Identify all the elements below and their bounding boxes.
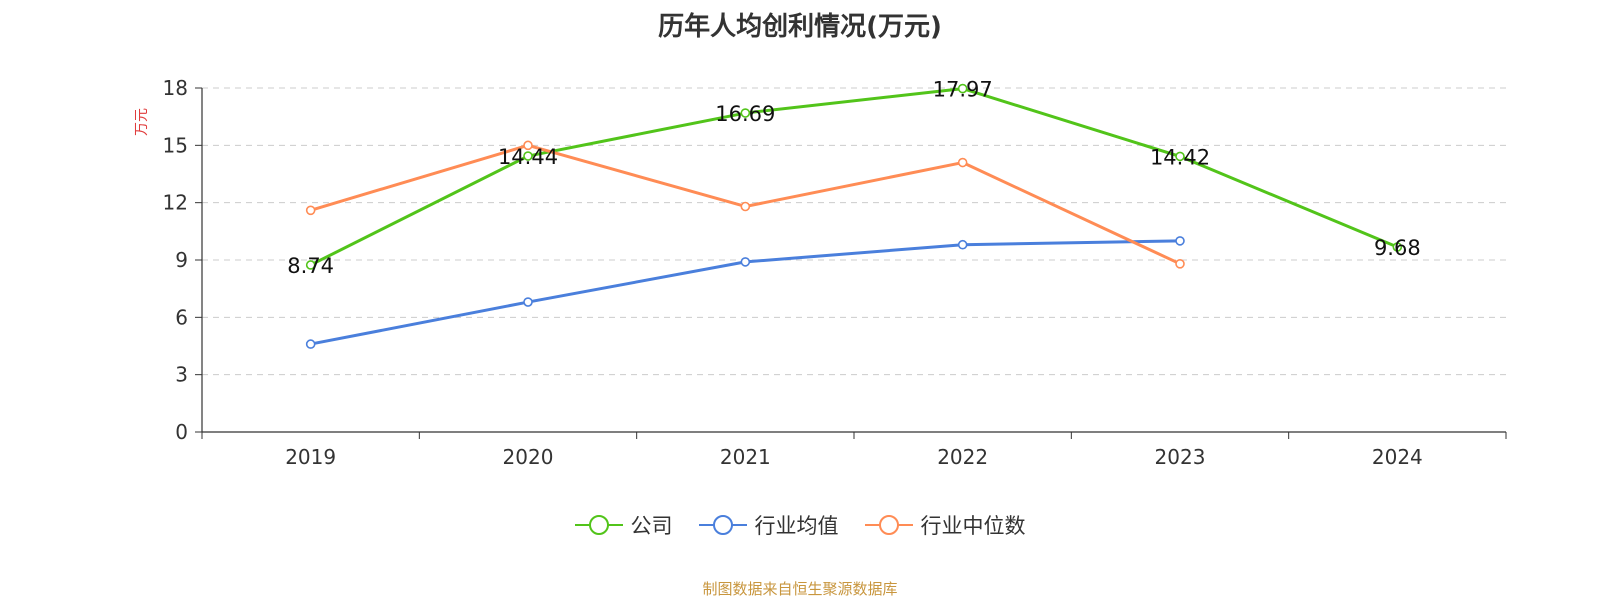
y-tick-label: 6 bbox=[175, 305, 188, 329]
data-labels: 8.74 14.44 16.69 17.97 14.42 9.68 bbox=[287, 78, 1420, 278]
data-point bbox=[1175, 259, 1185, 269]
x-tick-label: 2022 bbox=[937, 445, 988, 469]
x-tick-label: 2024 bbox=[1372, 445, 1423, 469]
data-label: 8.74 bbox=[287, 254, 334, 278]
grid-lines bbox=[202, 87, 1506, 376]
legend-line-circle-icon bbox=[864, 515, 913, 535]
series-line bbox=[310, 239, 1181, 346]
data-point bbox=[1175, 151, 1185, 162]
data-point bbox=[305, 205, 316, 216]
y-tick-label: 0 bbox=[175, 420, 188, 444]
data-label: 14.42 bbox=[1150, 145, 1210, 169]
source-note: 制图数据来自恒生聚源数据库 bbox=[702, 580, 898, 598]
legend-label: 行业均值 bbox=[754, 514, 839, 538]
data-point bbox=[305, 260, 316, 270]
chart-title: 历年人均创利情况(万元) bbox=[658, 12, 942, 42]
legend-item[interactable]: 公司 bbox=[574, 510, 673, 540]
series-2 bbox=[305, 140, 1185, 269]
y-tick-label: 9 bbox=[175, 248, 188, 272]
data-point bbox=[957, 157, 968, 168]
data-label: 17.97 bbox=[933, 78, 993, 102]
data-point bbox=[523, 297, 533, 307]
x-tick-label: 2019 bbox=[285, 445, 336, 469]
legend-line-circle-icon bbox=[574, 515, 623, 535]
data-point bbox=[957, 239, 968, 250]
data-point bbox=[957, 83, 968, 94]
legend-label: 行业中位数 bbox=[920, 514, 1026, 538]
y-tick-label: 3 bbox=[175, 363, 188, 387]
series-0 bbox=[305, 83, 1403, 270]
x-tick-label: 2021 bbox=[720, 445, 771, 469]
legend-item[interactable]: 行业中位数 bbox=[864, 510, 1026, 540]
series-lines bbox=[305, 83, 1403, 349]
axes: 0 3 6 9 12 15 18 2019 2020 2021 2022 2023 2024 bbox=[163, 76, 1507, 469]
legend-line-circle-icon bbox=[698, 515, 747, 535]
series-1 bbox=[305, 236, 1185, 349]
y-axis-label: 万元 bbox=[134, 108, 150, 136]
data-point bbox=[740, 257, 751, 267]
legend-label: 公司 bbox=[630, 514, 673, 538]
data-label: 16.69 bbox=[715, 102, 775, 126]
data-point bbox=[740, 201, 751, 212]
data-label: 14.44 bbox=[498, 145, 558, 169]
data-point bbox=[523, 140, 533, 151]
y-tick-label: 18 bbox=[163, 76, 188, 100]
y-tick-label: 12 bbox=[163, 191, 188, 215]
data-label: 9.68 bbox=[1374, 236, 1421, 260]
data-point bbox=[1175, 236, 1185, 246]
legend: 公司 行业均值 行业中位数 bbox=[0, 510, 1600, 540]
legend-item[interactable]: 行业均值 bbox=[698, 510, 839, 540]
data-point bbox=[1392, 242, 1403, 252]
data-point bbox=[740, 108, 751, 118]
y-tick-label: 15 bbox=[163, 133, 188, 157]
series-line bbox=[309, 87, 1398, 267]
x-tick-label: 2020 bbox=[503, 445, 554, 469]
data-point bbox=[305, 339, 316, 349]
x-tick-label: 2023 bbox=[1155, 445, 1206, 469]
data-point bbox=[523, 151, 533, 161]
